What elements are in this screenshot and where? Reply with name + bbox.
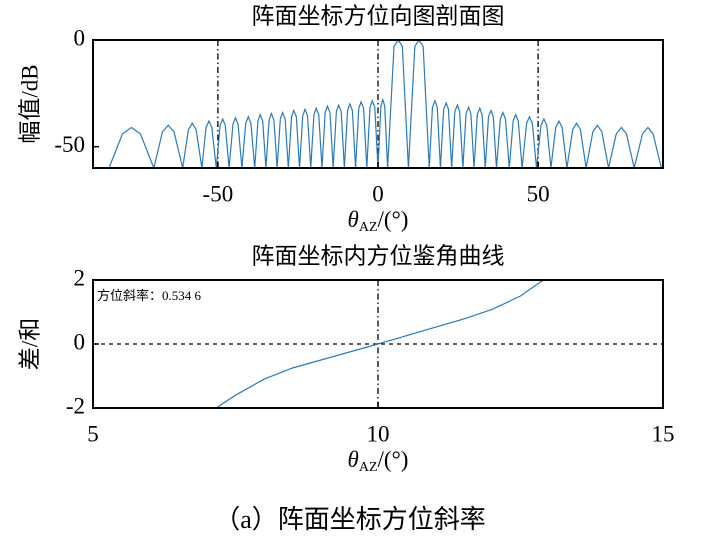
data-line <box>108 38 662 170</box>
y-tick-label: 2 <box>74 265 86 290</box>
y-tick-label: 0 <box>74 329 86 354</box>
y-tick-label: -50 <box>54 132 85 157</box>
x-tick-label: 50 <box>527 181 550 206</box>
x-tick-label: 15 <box>652 421 675 446</box>
x-label-subscript: AZ <box>359 220 378 235</box>
x-tick-label: 5 <box>87 421 99 446</box>
y-tick-label: -2 <box>66 393 85 418</box>
x-tick-label: 10 <box>367 421 390 446</box>
x-axis-label: θAZ/(°) <box>348 447 409 475</box>
chart-title: 阵面坐标内方位鉴角曲线 <box>252 243 505 268</box>
x-label-symbol: θ <box>348 447 359 472</box>
x-label-unit: /(°) <box>378 207 409 232</box>
x-label-subscript: AZ <box>359 460 378 475</box>
caption: （a）阵面坐标方位斜率 <box>214 505 486 534</box>
chart-title: 阵面坐标方位向图剖面图 <box>252 3 505 28</box>
x-tick-label: -50 <box>203 181 234 206</box>
y-tick-label: 0 <box>74 25 86 50</box>
data-line <box>215 279 544 409</box>
x-label-symbol: θ <box>348 207 359 232</box>
x-label-unit: /(°) <box>378 447 409 472</box>
y-axis-label: 差/和 <box>17 318 42 370</box>
y-axis-label: 幅值/dB <box>17 64 42 143</box>
x-axis-label: θAZ/(°) <box>348 207 409 235</box>
annotation: 方位斜率：0.534 6 <box>97 288 202 303</box>
x-tick-label: 0 <box>372 181 384 206</box>
